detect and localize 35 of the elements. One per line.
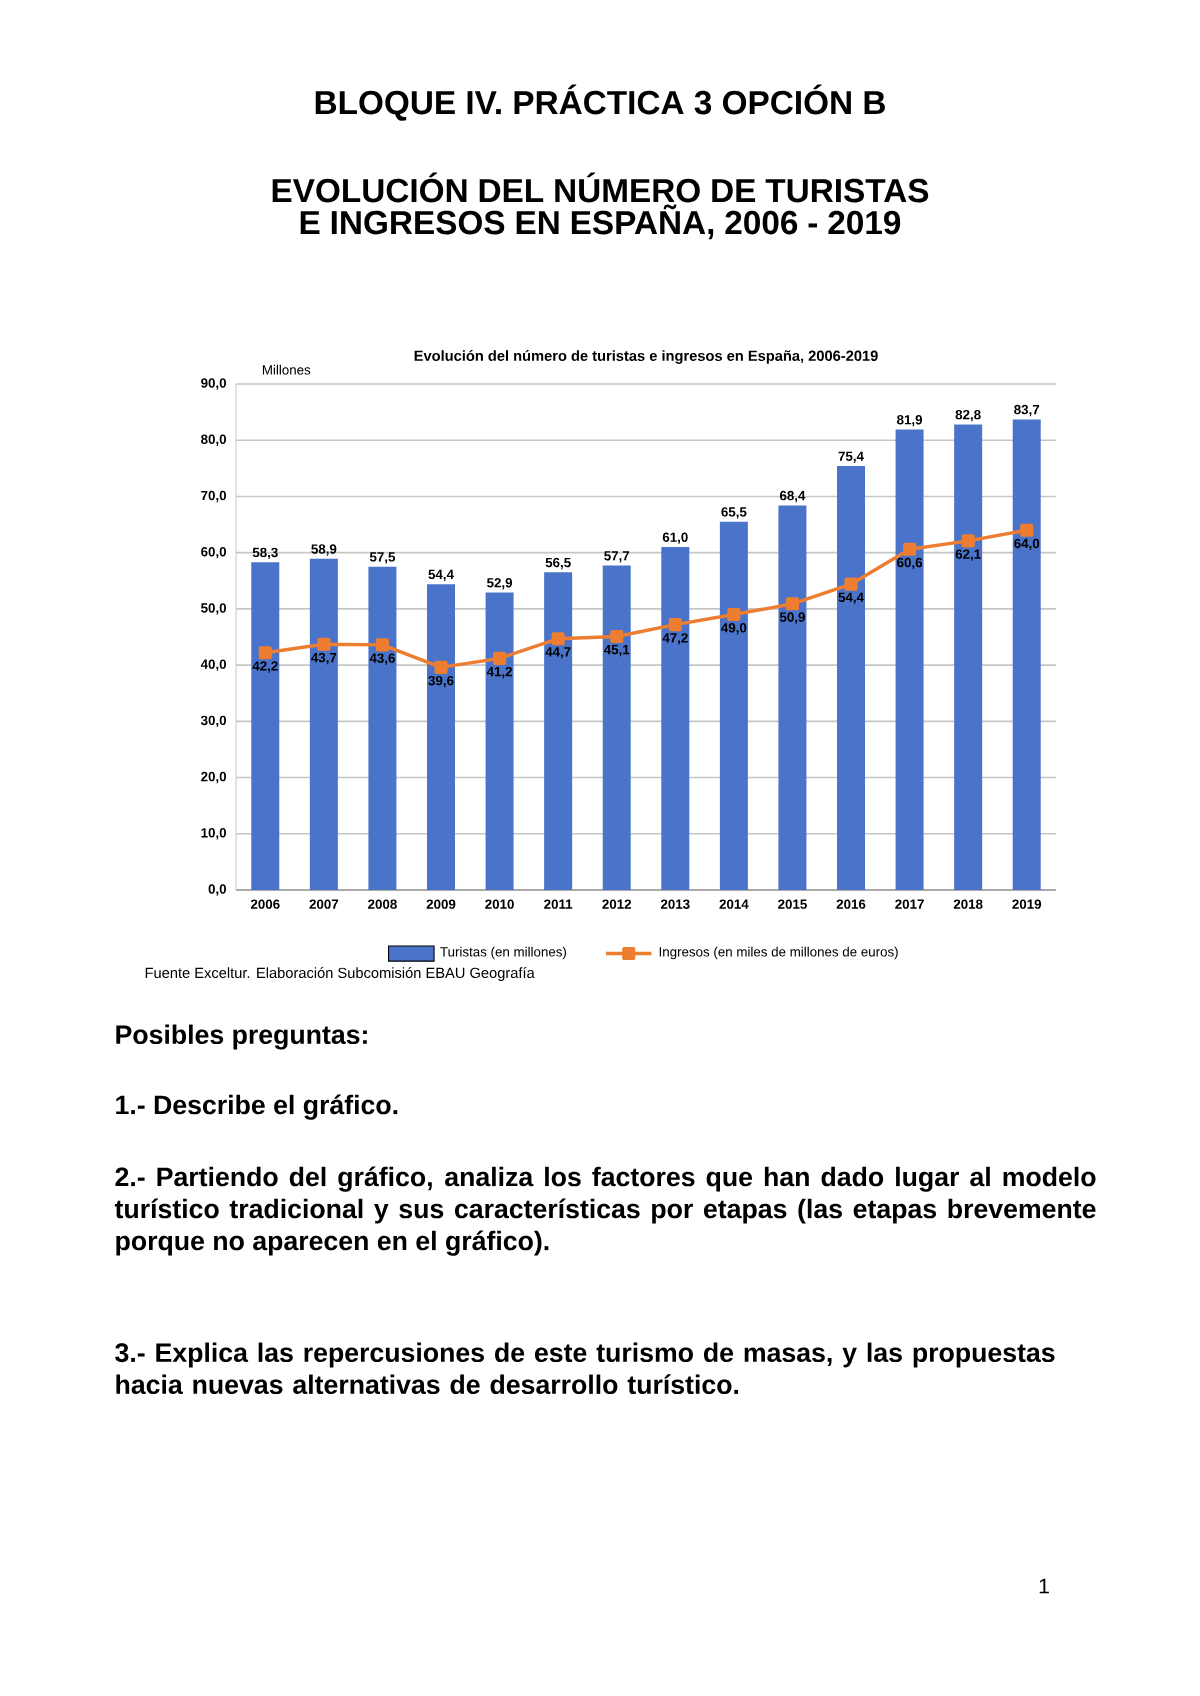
text: 2.- Partiendo del gráfico, analiza los factores que han dado lugar al modelo turístico tradicional y sus características por etapas (las etapas brevemente porque no aparecen en el gráfico). (114, 1166, 1096, 1256)
point (317, 637, 331, 651)
bar (544, 572, 573, 891)
point (493, 651, 507, 665)
bar (1012, 419, 1041, 891)
bar (954, 424, 983, 891)
bar (309, 558, 338, 891)
point (258, 646, 272, 660)
point (375, 638, 389, 652)
point (903, 542, 917, 556)
point (551, 632, 565, 646)
bar (895, 429, 924, 891)
text: 1.- Describe el gráfico. (116, 1094, 398, 1120)
bar (368, 566, 397, 891)
text: BLOQUE IV. PRÁCTICA 3 OPCIÓN B (315, 84, 885, 121)
point (961, 534, 975, 548)
bar (427, 584, 455, 891)
text: 1 (1039, 1578, 1049, 1594)
point (668, 618, 682, 632)
text: Posibles preguntas: (116, 1024, 367, 1050)
point (727, 607, 741, 622)
point (610, 629, 624, 643)
bar (602, 565, 631, 891)
point (1020, 523, 1034, 537)
bar (251, 562, 280, 891)
point (434, 660, 448, 674)
text: EVOLUCIÓN DEL NÚMERO DE TURISTAS E INGRESOS EN ESPAÑA, 2006 - 2019 (272, 172, 929, 240)
bar (661, 547, 690, 891)
bar (778, 505, 807, 891)
point (844, 577, 858, 591)
bar (837, 466, 866, 891)
bar (485, 592, 514, 891)
text: 3.- Explica las repercusiones de este turismo de masas, y las propuestas hacia nuevas alternativas de desarrollo turístico. (115, 1342, 1055, 1395)
bar (719, 521, 748, 891)
point (785, 597, 799, 611)
